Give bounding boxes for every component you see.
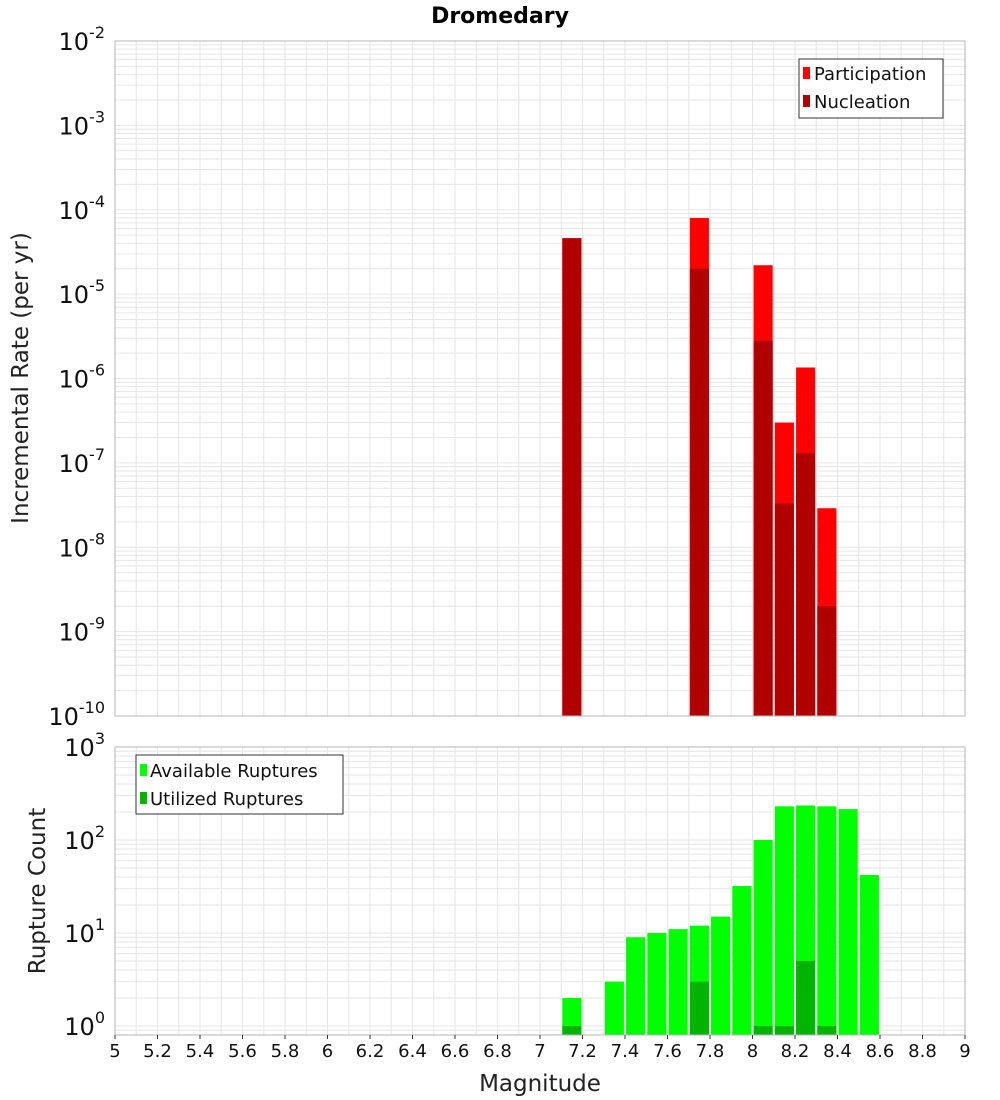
count-bar-available-ruptures (732, 886, 752, 1035)
count-bar-utilized-ruptures (689, 981, 709, 1035)
x-tick-label: 8 (747, 1041, 758, 1062)
count-bar-available-ruptures (647, 932, 667, 1035)
count-bar-available-ruptures (859, 875, 879, 1035)
x-tick-label: 5.2 (143, 1041, 172, 1062)
y-tick-label: 101 (64, 915, 105, 948)
x-tick-label: 9 (959, 1041, 970, 1062)
count-bar-utilized-ruptures (796, 960, 816, 1035)
x-tick-label: 7.4 (611, 1041, 640, 1062)
bottom-legend: Available Ruptures Utilized Ruptures (135, 754, 344, 815)
available-ruptures-legend-label: Available Ruptures (150, 761, 318, 782)
x-tick-label: 6.4 (398, 1041, 427, 1062)
rate-bar-nucleation (689, 268, 709, 716)
top-legend-box (798, 58, 944, 119)
x-tick-label: 8.8 (908, 1041, 937, 1062)
rate-bar-nucleation (796, 453, 816, 716)
x-tick-label: 8.2 (781, 1041, 810, 1062)
rate-bar-nucleation (562, 238, 582, 716)
available-ruptures-legend-swatch (140, 764, 147, 776)
utilized-ruptures-legend-label: Utilized Ruptures (150, 789, 303, 810)
count-bar-available-ruptures (562, 997, 582, 1035)
bottom-y-axis-title: Rupture Count (25, 808, 51, 974)
y-tick-label: 10-9 (59, 614, 106, 647)
count-bar-utilized-ruptures (817, 1025, 837, 1035)
count-bar-available-ruptures (711, 916, 731, 1035)
top-y-axis-title: Incremental Rate (per yr) (8, 232, 34, 524)
count-bar-available-ruptures (817, 806, 837, 1035)
x-tick-label: 7.6 (653, 1041, 682, 1062)
top-panel-frame (114, 40, 966, 717)
nucleation-legend-label: Nucleation (814, 92, 910, 113)
x-tick-label: 5 (109, 1041, 120, 1062)
y-tick-label: 103 (64, 729, 105, 762)
count-bar-utilized-ruptures (753, 1025, 773, 1035)
y-tick-label: 10-7 (59, 445, 106, 478)
rate-bar-nucleation (774, 503, 794, 716)
top-legend: Participation Nucleation (798, 58, 944, 119)
bottom-legend-box (135, 754, 344, 815)
participation-legend-label: Participation (814, 64, 926, 85)
x-tick-label: 5.8 (271, 1041, 300, 1062)
count-bar-utilized-ruptures (562, 1025, 582, 1035)
x-tick-label: 5.4 (186, 1041, 215, 1062)
y-tick-label: 10-6 (59, 361, 106, 394)
x-tick-labels: 5 5.2 5.4 5.6 5.8 6 6.2 6.4 6.6 6.8 7 7.2 7.4 7.6 7.8 8… (109, 1035, 971, 1062)
count-bar-available-ruptures (604, 981, 624, 1035)
top-y-tick-labels: 10-2 10-3 10-4 10-5 10-6 10-7 10-8 10-9 10-10 (48, 23, 105, 731)
x-tick-label: 7.2 (568, 1041, 597, 1062)
y-tick-label: 100 (64, 1008, 105, 1041)
top-panel-grid (114, 41, 966, 717)
count-bar-utilized-ruptures (774, 1025, 794, 1035)
x-tick-label: 6.8 (483, 1041, 512, 1062)
count-bar-available-ruptures (753, 839, 773, 1035)
x-tick-label: 6.6 (441, 1041, 470, 1062)
bottom-panel-bars (562, 805, 879, 1035)
rate-bar-nucleation (753, 340, 773, 716)
x-tick-label: 8.6 (866, 1041, 895, 1062)
y-tick-label: 10-8 (59, 529, 106, 562)
x-tick-label: 7 (534, 1041, 545, 1062)
count-bar-available-ruptures (838, 809, 858, 1035)
y-tick-label: 10-4 (59, 192, 106, 225)
top-panel-bars (562, 217, 837, 716)
y-tick-label: 10-3 (59, 107, 106, 140)
x-tick-label: 5.6 (228, 1041, 257, 1062)
rate-bar-nucleation (817, 606, 837, 716)
y-tick-label: 102 (64, 822, 105, 855)
chart-title: Dromedary (431, 4, 569, 29)
utilized-ruptures-legend-swatch (140, 792, 147, 804)
nucleation-legend-swatch (803, 95, 810, 107)
count-bar-available-ruptures (668, 929, 688, 1035)
x-tick-label: 8.4 (823, 1041, 852, 1062)
participation-legend-swatch (803, 67, 810, 79)
y-tick-label: 10-2 (59, 23, 106, 56)
y-tick-label: 10-5 (59, 276, 106, 309)
count-bar-available-ruptures (774, 806, 794, 1035)
y-tick-label: 10-10 (48, 698, 105, 731)
x-tick-label: 6 (322, 1041, 333, 1062)
count-bar-available-ruptures (626, 937, 646, 1035)
bottom-y-tick-labels: 103 102 101 100 (64, 729, 105, 1041)
x-tick-label: 6.2 (356, 1041, 385, 1062)
x-axis-title: Magnitude (479, 1071, 601, 1097)
x-tick-label: 7.8 (696, 1041, 725, 1062)
